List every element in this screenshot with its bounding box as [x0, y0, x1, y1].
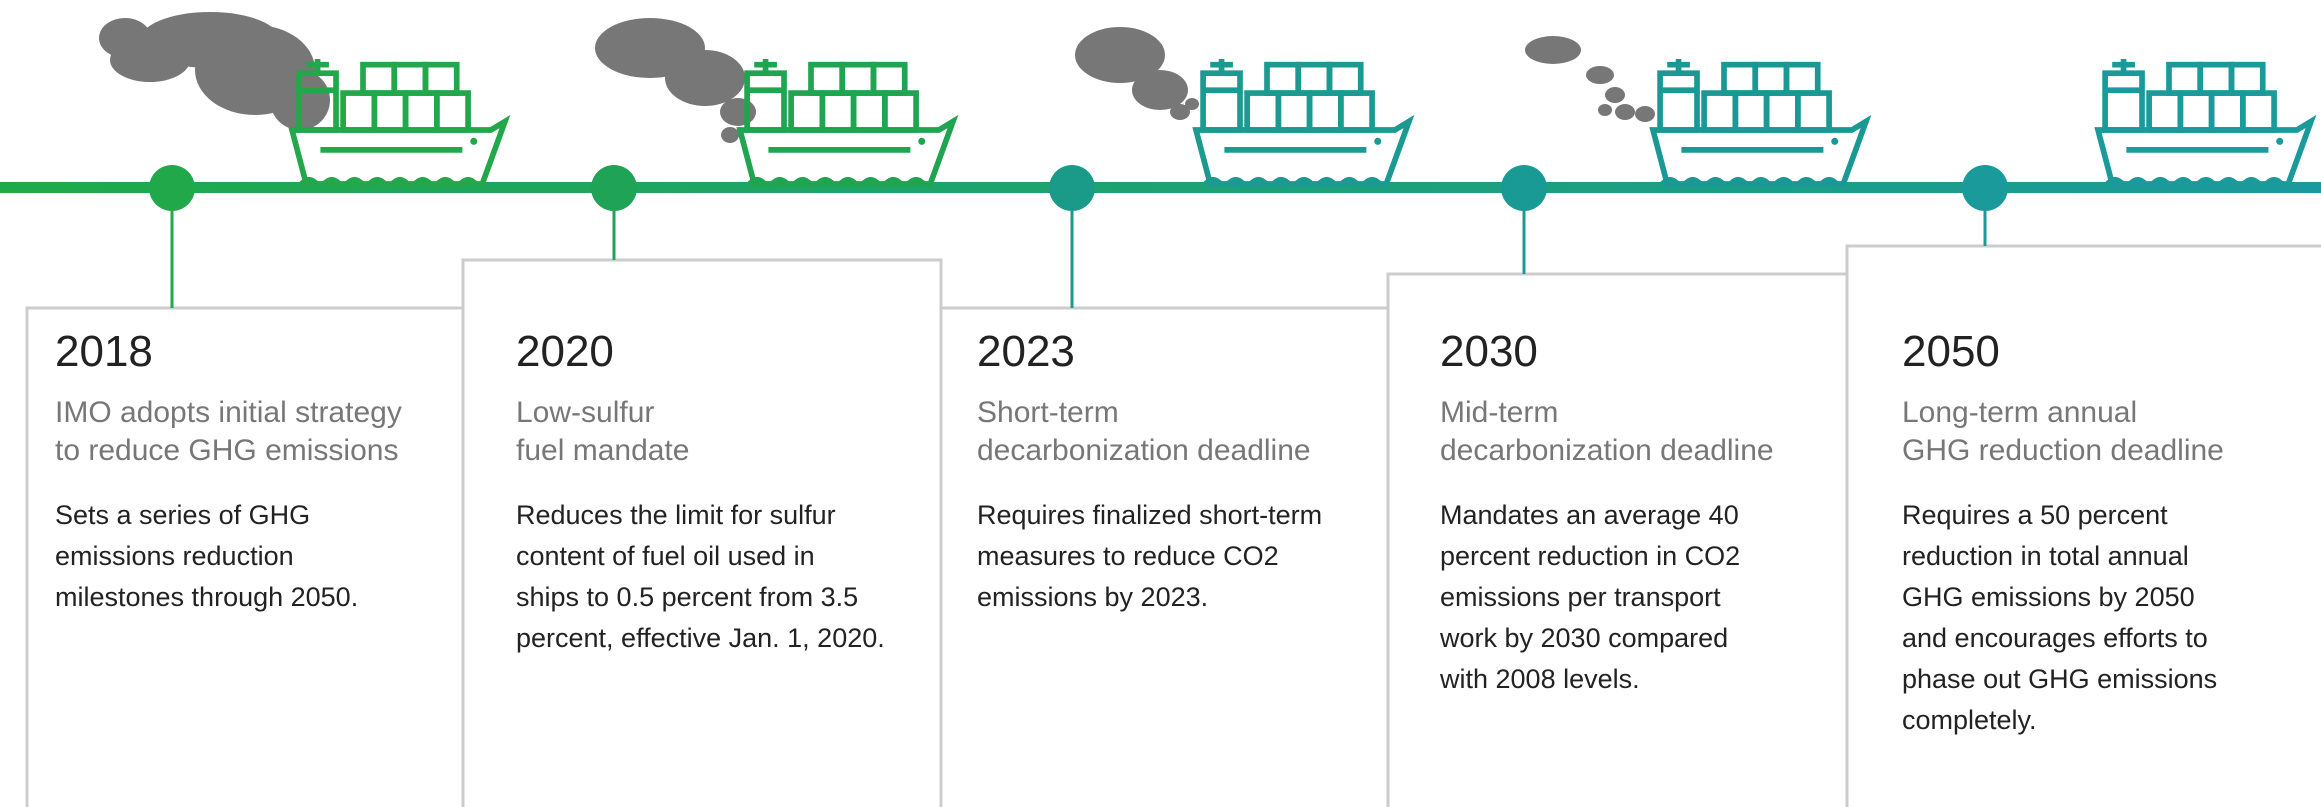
ship [292, 59, 505, 184]
title: decarbonization deadline [1440, 434, 1774, 467]
description: work by 2030 compared [1439, 623, 1728, 653]
description: and encourages efforts to [1902, 623, 2208, 653]
description: percent, effective Jan. 1, 2020. [516, 623, 885, 653]
milestone-dot [149, 165, 195, 211]
card [939, 306, 1390, 807]
description: emissions by 2023. [977, 582, 1208, 612]
description: milestones through 2050. [55, 582, 358, 612]
description: content of fuel oil used in [516, 541, 815, 571]
title: GHG reduction deadline [1902, 434, 2224, 467]
ship [1196, 59, 1409, 184]
description: ships to 0.5 percent from 3.5 [516, 582, 858, 612]
title: decarbonization deadline [977, 434, 1311, 467]
milestone-dot [1962, 165, 2008, 211]
description: GHG emissions by 2050 [1902, 582, 2195, 612]
description: phase out GHG emissions [1902, 664, 2217, 694]
title: fuel mandate [516, 434, 689, 467]
milestone-dot [1501, 165, 1547, 211]
description: Requires finalized short-term [977, 500, 1322, 530]
title: Mid-term [1440, 396, 1558, 429]
timeline-line [0, 182, 2321, 193]
ship [740, 59, 953, 184]
milestone-dot [1049, 165, 1095, 211]
ship [1653, 59, 1866, 184]
ship [2098, 59, 2311, 184]
description: Mandates an average 40 [1440, 500, 1739, 530]
description: Sets a series of GHG [55, 500, 310, 530]
card [1845, 244, 2321, 807]
card [1386, 272, 1849, 807]
title: to reduce GHG emissions [55, 434, 398, 467]
year: 2020 [516, 327, 614, 376]
description: measures to reduce CO2 [977, 541, 1279, 571]
description: emissions reduction [55, 541, 294, 571]
title: IMO adopts initial strategy [55, 396, 402, 429]
year: 2018 [55, 327, 153, 376]
smoke [99, 12, 1655, 143]
year: 2023 [977, 327, 1075, 376]
title: Short-term [977, 396, 1119, 429]
year: 2030 [1440, 327, 1538, 376]
title: Long-term annual [1902, 396, 2137, 429]
card [25, 306, 465, 807]
year: 2050 [1902, 327, 2000, 376]
description: emissions per transport [1440, 582, 1721, 612]
milestone-dot [591, 165, 637, 211]
description: with 2008 levels. [1439, 664, 1640, 694]
description: reduction in total annual [1902, 541, 2189, 571]
description: Requires a 50 percent [1902, 500, 2168, 530]
description: completely. [1902, 705, 2037, 735]
title: Low-sulfur [516, 396, 654, 429]
card [461, 258, 943, 807]
description: Reduces the limit for sulfur [516, 500, 836, 530]
description: percent reduction in CO2 [1440, 541, 1740, 571]
